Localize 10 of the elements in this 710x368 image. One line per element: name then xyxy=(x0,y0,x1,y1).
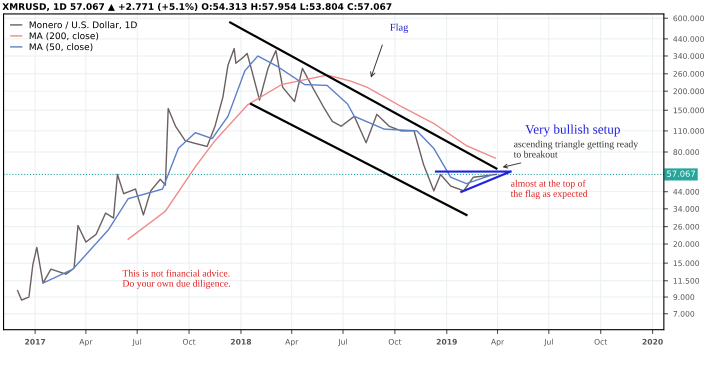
annotation: Flag xyxy=(390,23,408,33)
chart-title: XMRUSD, 1D 57.067 ▲ +2.771 (+5.1%) O:54.313 H:57.954 L:53.804 C:57.067 xyxy=(2,2,392,12)
ref-line-label: 57.067 xyxy=(667,170,695,177)
legend-label: MA (200, close) xyxy=(30,32,98,40)
annotation: This is not financial advice. Do your own due diligence. xyxy=(122,270,230,289)
legend-label: MA (50, close) xyxy=(30,43,92,52)
annotation: Very bullish setup xyxy=(525,124,620,136)
legend-label: Monero / U.S. Dollar, 1D xyxy=(30,21,137,30)
annotation: almost at the top of the flag as expected xyxy=(510,180,588,199)
annotation: ascending triangle getting ready to breakout xyxy=(514,140,638,158)
